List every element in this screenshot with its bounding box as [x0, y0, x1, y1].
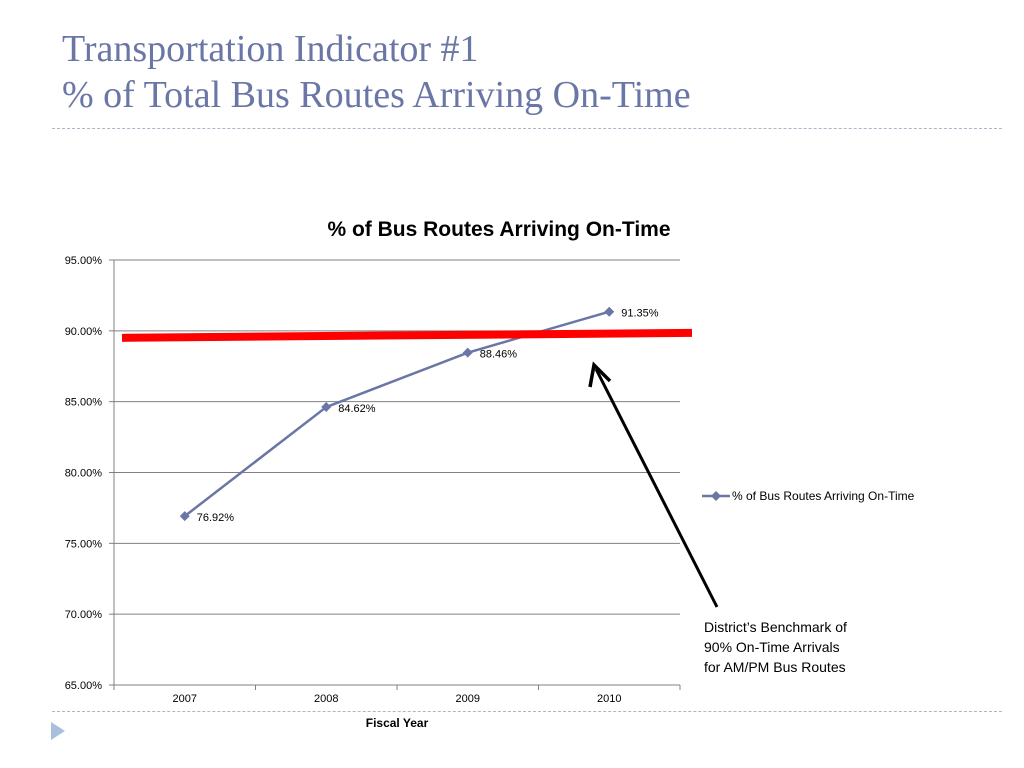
y-tick-label: 85.00%: [65, 397, 103, 409]
slide-nav-arrow-icon[interactable]: [51, 722, 65, 740]
chart-grid: [114, 259, 680, 615]
x-axis-title: Fiscal Year: [366, 716, 429, 730]
y-tick-label: 95.00%: [65, 255, 103, 267]
benchmark-line: [121, 328, 693, 342]
annotation-line-2: 90% On-Time Arrivals: [704, 639, 840, 655]
slide-title: Transportation Indicator #1 % of Total B…: [62, 26, 691, 118]
data-label: 84.62%: [338, 403, 376, 415]
slide-title-line-2: % of Total Bus Routes Arriving On-Time: [62, 74, 691, 116]
y-tick-label: 90.00%: [65, 326, 103, 338]
slide-title-line-1: Transportation Indicator #1: [62, 28, 479, 70]
data-point-marker: [462, 347, 473, 358]
data-point-marker: [179, 511, 190, 522]
annotation-arrow-head-icon: [588, 361, 612, 388]
x-tick-label: 2008: [314, 693, 338, 705]
benchmark-annotation: District’s Benchmark of 90% On-Time Arri…: [704, 617, 904, 677]
annotation-arrow-shaft: [594, 368, 719, 608]
data-point-marker: [321, 402, 332, 413]
y-tick-label: 75.00%: [65, 538, 103, 550]
legend-label: % of Bus Routes Arriving On-Time: [732, 489, 915, 503]
x-tick-label: 2009: [456, 693, 480, 705]
chart-axes: 65.00% 70.00% 75.00% 80.00% 85.00% 90.00% 95.0…: [65, 255, 681, 705]
legend-marker-swatch: [711, 491, 721, 501]
annotation-line-1: District’s Benchmark of: [704, 619, 847, 635]
data-label: 88.46%: [480, 349, 518, 361]
x-tick-label: 2010: [597, 693, 621, 705]
chart-title: % of Bus Routes Arriving On-Time: [327, 218, 670, 241]
annotation-line-3: for AM/PM Bus Routes: [704, 659, 846, 675]
chart-legend: % of Bus Routes Arriving On-Time: [702, 489, 915, 503]
benchmark-group: [121, 328, 719, 608]
data-label: 91.35%: [621, 308, 659, 320]
data-point-marker: [604, 306, 615, 317]
x-tick-label: 2007: [173, 693, 197, 705]
y-tick-label: 80.00%: [65, 468, 103, 480]
y-tick-label: 65.00%: [65, 680, 103, 692]
title-divider: [52, 128, 1002, 129]
data-label: 76.92%: [197, 512, 235, 524]
y-tick-label: 70.00%: [65, 609, 103, 621]
series-line: [183, 310, 610, 518]
footer-divider: [52, 711, 1002, 712]
